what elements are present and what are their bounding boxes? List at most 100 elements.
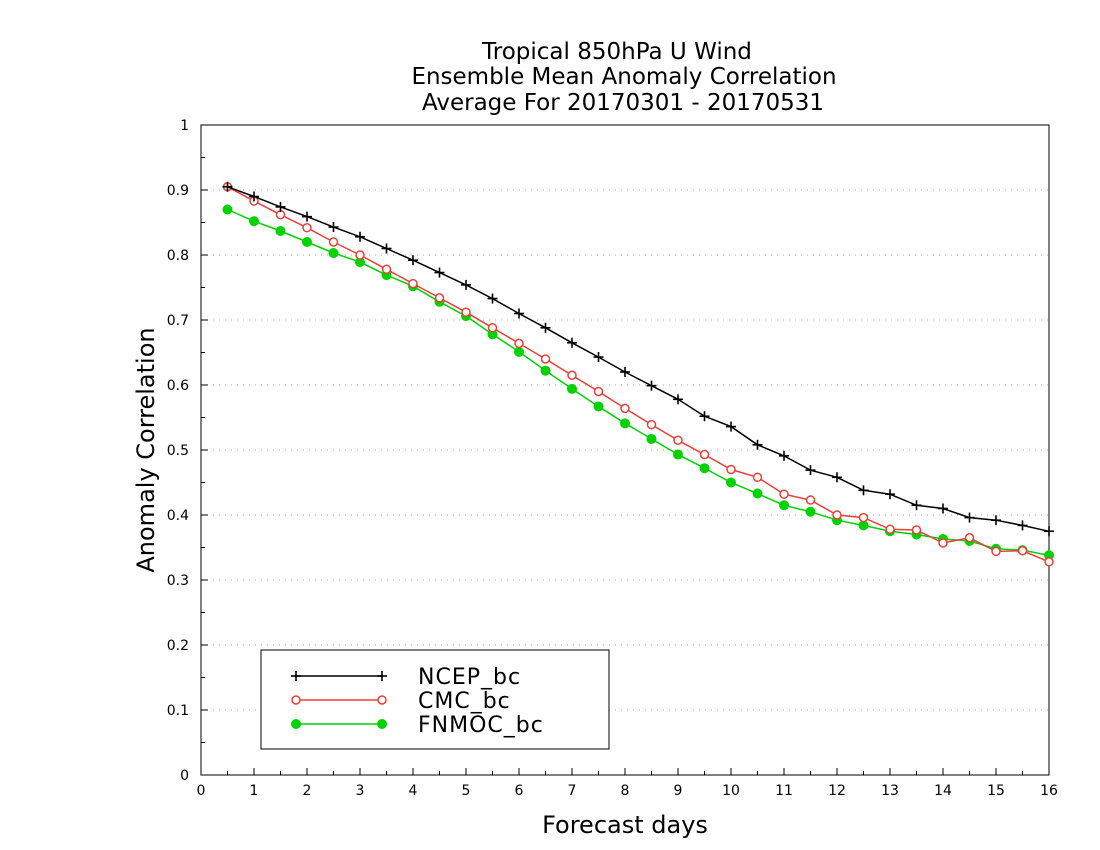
data-point-cmc-bc-23 [832,510,842,520]
data-point-fnmoc-bc-17 [673,449,683,460]
chart-title-line-1: Tropical 850hPa U Wind [481,39,752,65]
data-point-ncep-bc-11 [514,308,524,319]
data-point-ncep-bc-2 [275,201,286,212]
y-tick-label-10: 1 [180,118,189,134]
y-tick-label-0: 0 [180,768,189,784]
data-point-ncep-bc-24 [858,485,869,496]
data-point-ncep-bc-9 [461,279,471,290]
series-layer [222,181,1054,567]
x-tick-label-4: 4 [409,783,418,799]
data-point-ncep-bc-7 [408,255,418,266]
data-point-cmc-bc-13 [567,370,577,380]
chart-title-line-2: Ensemble Mean Anomaly Correlation [411,64,836,90]
legend-label-cmc-bc: CMC_bc [418,689,511,714]
data-point-cmc-bc-4 [328,237,339,247]
data-point-cmc-bc-29 [991,546,1001,557]
data-point-cmc-bc-6 [381,264,392,275]
data-point-ncep-bc-29 [991,515,1001,526]
data-point-ncep-bc-5 [355,231,365,242]
x-tick-label-5: 5 [462,783,471,799]
data-point-fnmoc-bc-13 [567,383,577,394]
data-point-ncep-bc-19 [726,421,736,432]
data-point-ncep-bc-10 [487,293,498,304]
data-point-fnmoc-bc-12 [540,365,551,376]
data-point-cmc-bc-31 [1044,557,1054,567]
x-tick-label-1: 1 [250,783,259,799]
data-point-fnmoc-bc-18 [699,463,710,474]
y-axis-label: Anomaly Correlation [132,327,160,572]
data-point-cmc-bc-8 [434,293,445,303]
data-point-cmc-bc-14 [593,386,604,397]
data-point-ncep-bc-27 [938,503,948,514]
x-tick-label-14: 14 [934,783,952,799]
y-tick-label-6: 0.6 [167,378,189,394]
data-point-cmc-bc-26 [911,525,922,535]
legend-marker-left-cmc-bc [291,695,301,705]
chart-title-block: Tropical 850hPa U Wind Ensemble Mean Ano… [411,39,836,116]
chart-gridlines [201,189,1049,711]
x-tick-label-10: 10 [722,783,740,799]
data-point-ncep-bc-0 [222,181,233,192]
data-point-fnmoc-bc-2 [275,225,286,236]
x-axis-ticks: 0 1 2 3 4 5 6 7 8 9 10 11 12 13 14 15 16 [197,768,1058,799]
x-tick-label-2: 2 [303,783,312,799]
x-tick-label-9: 9 [674,783,683,799]
data-point-ncep-bc-1 [249,191,259,202]
data-point-cmc-bc-11 [514,338,524,349]
legend-marker-left-fnmoc-bc [291,719,301,729]
data-point-ncep-bc-8 [434,267,445,278]
data-point-ncep-bc-14 [593,352,604,363]
data-point-fnmoc-bc-20 [752,488,763,499]
series-line-fnmoc-bc [227,208,1050,557]
legend-marker-right-cmc-bc [377,695,387,705]
y-tick-label-3: 0.3 [167,573,189,589]
data-point-cmc-bc-16 [646,419,657,430]
series-ncep-bc [222,181,1054,537]
x-tick-label-3: 3 [356,783,365,799]
data-point-cmc-bc-30 [1017,546,1028,556]
legend-marker-left-ncep-bc [291,671,301,681]
data-point-cmc-bc-25 [885,524,895,535]
data-point-cmc-bc-22 [805,495,816,505]
x-tick-label-13: 13 [881,783,899,799]
data-point-cmc-bc-27 [938,538,948,548]
y-tick-label-2: 0.2 [167,638,189,654]
data-point-cmc-bc-5 [355,250,365,260]
x-tick-label-12: 12 [828,783,846,799]
series-line-ncep-bc [227,186,1050,533]
data-point-ncep-bc-23 [832,472,842,483]
data-point-cmc-bc-12 [540,354,551,364]
data-point-ncep-bc-16 [646,380,657,391]
series-line-cmc-bc [227,186,1050,563]
data-point-ncep-bc-3 [302,211,312,222]
data-point-fnmoc-bc-14 [593,401,604,412]
data-point-cmc-bc-3 [302,222,312,233]
data-point-fnmoc-bc-15 [620,418,630,429]
legend-marker-right-fnmoc-bc [377,719,387,729]
data-point-ncep-bc-18 [699,411,710,422]
data-point-ncep-bc-31 [1044,526,1054,537]
data-point-cmc-bc-9 [461,307,471,317]
data-point-ncep-bc-22 [805,465,816,476]
data-point-ncep-bc-12 [540,322,551,333]
data-point-fnmoc-bc-0 [222,204,233,215]
x-tick-label-16: 16 [1040,783,1058,799]
legend-label-ncep-bc: NCEP_bc [418,665,521,690]
data-point-cmc-bc-24 [858,512,869,523]
data-point-cmc-bc-17 [673,435,683,445]
data-point-ncep-bc-13 [567,337,577,348]
series-cmc-bc [222,182,1054,567]
data-point-fnmoc-bc-11 [514,346,524,357]
data-point-ncep-bc-15 [620,367,630,377]
data-point-cmc-bc-28 [964,533,975,543]
data-point-fnmoc-bc-3 [302,237,312,247]
legend-label-fnmoc-bc: FNMOC_bc [418,713,544,738]
data-point-fnmoc-bc-21 [779,500,789,511]
x-axis-label: Forecast days [542,811,708,839]
data-point-cmc-bc-7 [408,278,418,289]
y-tick-label-4: 0.4 [167,508,189,524]
data-point-ncep-bc-21 [779,450,789,461]
y-tick-label-8: 0.8 [167,248,189,264]
data-point-ncep-bc-26 [911,500,922,511]
